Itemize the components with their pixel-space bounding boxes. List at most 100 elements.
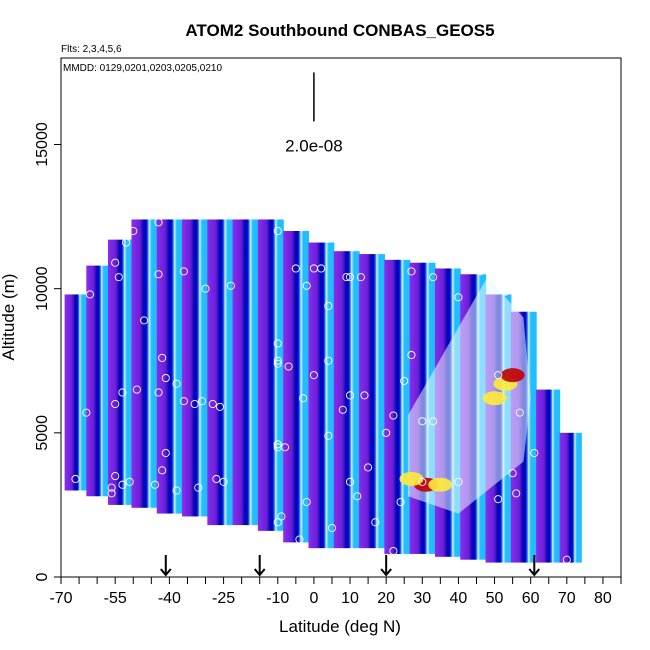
y-axis: 0 5000 10000 15000 — [34, 122, 61, 581]
observation-point — [429, 417, 438, 426]
observation-point — [302, 497, 311, 507]
observation-point — [273, 440, 282, 449]
x-tick-label: -10 — [266, 590, 289, 607]
x-tick-label: 20 — [377, 590, 395, 607]
observation-point — [356, 273, 365, 282]
observation-point — [324, 356, 333, 365]
observation-point — [273, 359, 282, 368]
observation-point — [118, 388, 127, 397]
observation-point — [154, 270, 163, 279]
observation-point — [382, 428, 391, 437]
observation-point — [280, 443, 290, 452]
observation-point — [494, 495, 503, 504]
heatmap-hotspot — [500, 368, 525, 383]
observation-point — [353, 492, 362, 501]
observation-point — [172, 379, 181, 388]
observation-point — [277, 512, 286, 521]
observation-point — [273, 518, 282, 527]
observation-point — [418, 417, 427, 426]
observation-point — [429, 273, 438, 282]
observation-point — [342, 273, 351, 282]
heatmap-column — [559, 432, 582, 563]
flight-arrow — [253, 555, 266, 577]
heatmap-column — [359, 254, 385, 549]
chart-title: ATOM2 Southbound CONBAS_GEOS5 — [185, 21, 494, 40]
observation-point — [194, 483, 203, 492]
heatmap-column — [107, 239, 133, 505]
observation-point — [371, 518, 380, 527]
observation-point — [85, 290, 94, 299]
observation-point — [309, 371, 318, 380]
heatmap-column — [333, 251, 360, 549]
observation-point — [111, 472, 120, 481]
observation-point — [197, 397, 206, 406]
flight-arrow — [380, 555, 392, 577]
observation-point — [111, 258, 120, 267]
flight-arrow — [528, 555, 541, 577]
observation-point — [107, 483, 116, 492]
heatmap-column — [156, 219, 183, 514]
observation-point — [291, 264, 300, 273]
x-tick-label: -70 — [49, 590, 72, 607]
x-tick-label: -25 — [212, 590, 235, 607]
observation-point — [364, 463, 373, 472]
observation-point — [396, 497, 405, 507]
observation-point — [150, 480, 159, 489]
heatmap-column — [536, 389, 561, 563]
observation-point — [190, 399, 199, 409]
observation-point — [201, 284, 210, 293]
observation-point — [114, 273, 123, 282]
heatmap-column — [384, 259, 411, 554]
observation-point — [154, 388, 163, 397]
observation-point — [154, 218, 163, 227]
observation-point — [158, 466, 167, 475]
observation-point — [118, 480, 127, 489]
observation-point — [345, 273, 355, 282]
observation-point — [125, 477, 134, 486]
observation-point — [454, 293, 463, 302]
observation-point — [562, 555, 571, 564]
x-tick-label: 30 — [413, 590, 431, 607]
y-tick-label: 0 — [34, 572, 51, 581]
heatmap-column — [86, 265, 109, 497]
y-tick-label: 10000 — [34, 266, 51, 311]
observation-point — [208, 399, 217, 409]
observation-point — [158, 353, 167, 362]
heatmap-hotspot — [399, 471, 424, 486]
observation-point — [226, 281, 235, 290]
heatmap-plume — [407, 277, 531, 514]
observation-point — [161, 448, 170, 458]
heatmap-hotspot — [482, 391, 507, 406]
observation-point — [107, 489, 116, 498]
observation-point — [71, 474, 80, 484]
observation-point — [494, 371, 503, 380]
observation-point — [273, 356, 282, 365]
observation-point — [407, 267, 416, 276]
observation-point — [299, 394, 308, 403]
observation-point — [284, 362, 293, 371]
x-tick-label: -55 — [104, 590, 127, 607]
x-tick-label: 60 — [522, 590, 540, 607]
heatmap-column — [232, 219, 259, 526]
x-axis: -70 -55 -40 -25 -10 0 10 20 30 40 50 60 70 80 — [49, 577, 622, 607]
observation-point — [454, 477, 463, 486]
observation-point — [132, 385, 141, 394]
heatmap-column — [131, 219, 158, 508]
observation-point — [389, 411, 398, 420]
observation-point — [407, 350, 416, 360]
dates-subtitle: MMDD: 0129,0201,0203,0205,0210 — [63, 63, 222, 74]
observation-point — [219, 477, 228, 486]
observation-point — [302, 281, 311, 290]
observation-point — [179, 397, 188, 406]
observation-point — [317, 264, 326, 273]
y-tick-label: 5000 — [34, 415, 51, 451]
observation-point — [324, 301, 333, 311]
y-tick-label: 15000 — [34, 122, 51, 167]
heatmap-column — [64, 294, 87, 491]
observation-points — [71, 218, 571, 564]
observation-point — [338, 405, 347, 414]
x-tick-label: 80 — [594, 590, 612, 607]
observation-point — [111, 399, 120, 409]
scale-bar-label: 2.0e-08 — [285, 136, 343, 155]
